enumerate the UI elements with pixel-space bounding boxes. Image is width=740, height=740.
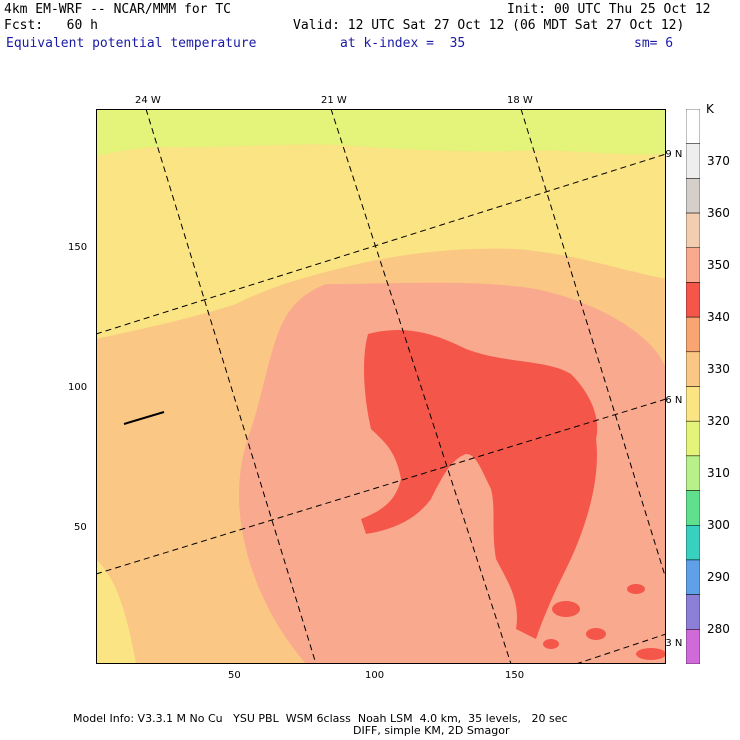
x-tick-150: 150 (505, 670, 525, 681)
valid-time: Valid: 12 UTC Sat 27 Oct 12 (06 MDT Sat … (293, 18, 685, 33)
footer-diffusion: DIFF, simple KM, 2D Smagor (353, 724, 510, 737)
colorbar-swatch (686, 109, 700, 144)
footer-model-info: Model Info: V3.3.1 M No Cu YSU PBL WSM 6… (73, 712, 568, 725)
lon-label-24w: 24 W (135, 95, 161, 106)
colorbar-swatch (686, 212, 700, 248)
theta-e-map (96, 109, 666, 664)
colorbar-unit: K (706, 102, 714, 116)
band-320-yellow (96, 144, 666, 339)
y-tick-50: 50 (74, 522, 87, 533)
smoothing-label: sm= 6 (634, 36, 674, 51)
field-name: Equivalent potential temperature (6, 36, 257, 51)
colorbar-swatch (686, 455, 700, 491)
band-320-plus-green (96, 109, 666, 157)
colorbar-label: 280 (707, 622, 730, 637)
colorbar-swatch (686, 351, 700, 387)
colorbar-label: 330 (707, 362, 730, 377)
colorbar-swatch (686, 282, 700, 318)
y-tick-100: 100 (68, 382, 88, 393)
colorbar (686, 109, 700, 664)
y-tick-150: 150 (68, 242, 88, 253)
lon-label-21w: 21 W (321, 95, 347, 106)
colorbar-swatch (686, 316, 700, 353)
colorbar-swatch (686, 143, 700, 179)
forecast-hour: Fcst: 60 h (4, 18, 98, 33)
colorbar-swatch (686, 247, 700, 283)
colorbar-label: 320 (707, 414, 730, 429)
colorbar-swatch (686, 594, 700, 630)
wind-barb (123, 411, 165, 425)
colorbar-label: 340 (707, 310, 730, 325)
model-title: 4km EM-WRF -- NCAR/MMM for TC (4, 2, 231, 17)
colorbar-label: 370 (707, 154, 730, 169)
map-border (96, 109, 666, 664)
colorbar-label: 290 (707, 570, 730, 585)
colorbar-swatch (686, 525, 700, 561)
colorbar-swatch (686, 386, 700, 422)
lon-label-18w: 18 W (507, 95, 533, 106)
x-tick-100: 100 (365, 670, 385, 681)
core-340-red (361, 329, 598, 639)
x-tick-50: 50 (228, 670, 241, 681)
yellow-tongue-sw (96, 559, 136, 664)
colorbar-swatch (686, 178, 700, 214)
level-label: at k-index = 35 (340, 36, 466, 51)
colorbar-label: 350 (707, 258, 730, 273)
colorbar-label: 310 (707, 466, 730, 481)
graticule (96, 109, 666, 664)
init-time: Init: 00 UTC Thu 25 Oct 12 (507, 2, 711, 17)
red-cells (543, 584, 666, 660)
colorbar-swatch (686, 490, 700, 526)
colorbar-swatch (686, 629, 700, 664)
band-330-orange (239, 282, 666, 664)
colorbar-label: 300 (707, 518, 730, 533)
colorbar-swatch (686, 420, 700, 457)
colorbar-swatch (686, 559, 700, 595)
colorbar-label: 360 (707, 206, 730, 221)
